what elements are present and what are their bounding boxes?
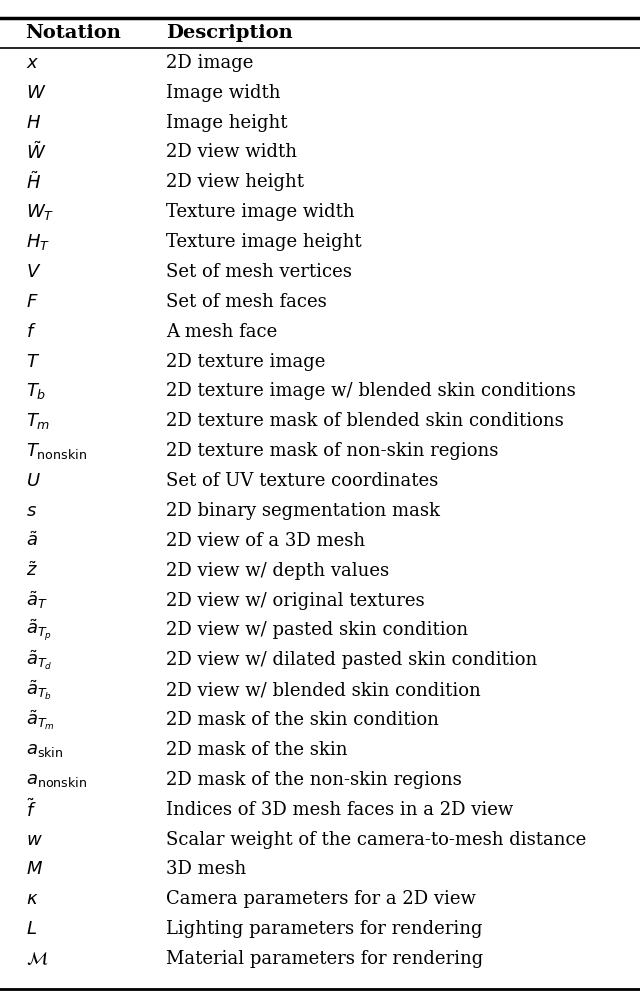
Text: Lighting parameters for rendering: Lighting parameters for rendering <box>166 920 483 938</box>
Text: $x$: $x$ <box>26 54 39 72</box>
Text: $\tilde{a}_T$: $\tilde{a}_T$ <box>26 589 47 611</box>
Text: $V$: $V$ <box>26 263 41 281</box>
Text: $\kappa$: $\kappa$ <box>26 890 38 908</box>
Text: $\tilde{f}$: $\tilde{f}$ <box>26 798 36 821</box>
Text: Scalar weight of the camera-to-mesh distance: Scalar weight of the camera-to-mesh dist… <box>166 830 587 848</box>
Text: Set of mesh vertices: Set of mesh vertices <box>166 263 352 281</box>
Text: $\mathcal{M}$: $\mathcal{M}$ <box>26 950 48 968</box>
Text: $T_m$: $T_m$ <box>26 412 50 432</box>
Text: $\tilde{a}_{T_p}$: $\tilde{a}_{T_p}$ <box>26 617 52 643</box>
Text: Image height: Image height <box>166 114 288 132</box>
Text: Material parameters for rendering: Material parameters for rendering <box>166 950 484 968</box>
Text: $T_b$: $T_b$ <box>26 382 46 402</box>
Text: $\tilde{a}_{T_b}$: $\tilde{a}_{T_b}$ <box>26 678 52 702</box>
Text: Notation: Notation <box>26 24 122 42</box>
Text: $L$: $L$ <box>26 920 36 938</box>
Text: 2D texture mask of non-skin regions: 2D texture mask of non-skin regions <box>166 443 499 461</box>
Text: 2D view w/ blended skin condition: 2D view w/ blended skin condition <box>166 681 481 699</box>
Text: 2D view height: 2D view height <box>166 173 305 192</box>
Text: $f$: $f$ <box>26 323 36 341</box>
Text: 2D mask of the non-skin regions: 2D mask of the non-skin regions <box>166 771 462 789</box>
Text: $\tilde{z}$: $\tilde{z}$ <box>26 561 37 580</box>
Text: A mesh face: A mesh face <box>166 323 278 341</box>
Text: $a_{\mathrm{nonskin}}$: $a_{\mathrm{nonskin}}$ <box>26 771 86 789</box>
Text: $\tilde{a}_{T_m}$: $\tilde{a}_{T_m}$ <box>26 708 54 732</box>
Text: Texture image height: Texture image height <box>166 233 362 251</box>
Text: Description: Description <box>166 24 293 42</box>
Text: 2D view w/ dilated pasted skin condition: 2D view w/ dilated pasted skin condition <box>166 651 538 669</box>
Text: $M$: $M$ <box>26 860 43 878</box>
Text: 2D view w/ pasted skin condition: 2D view w/ pasted skin condition <box>166 621 468 639</box>
Text: 2D texture image w/ blended skin conditions: 2D texture image w/ blended skin conditi… <box>166 383 576 401</box>
Text: 2D view width: 2D view width <box>166 144 298 162</box>
Text: 2D view w/ original textures: 2D view w/ original textures <box>166 591 425 609</box>
Text: Texture image width: Texture image width <box>166 203 355 221</box>
Text: $U$: $U$ <box>26 473 40 491</box>
Text: Set of UV texture coordinates: Set of UV texture coordinates <box>166 473 438 491</box>
Text: $w$: $w$ <box>26 830 42 848</box>
Text: 2D view of a 3D mesh: 2D view of a 3D mesh <box>166 531 365 549</box>
Text: $W$: $W$ <box>26 84 46 102</box>
Text: $T_{\mathrm{nonskin}}$: $T_{\mathrm{nonskin}}$ <box>26 442 86 462</box>
Text: 2D mask of the skin: 2D mask of the skin <box>166 741 348 759</box>
Text: 2D binary segmentation mask: 2D binary segmentation mask <box>166 501 440 519</box>
Text: 2D texture mask of blended skin conditions: 2D texture mask of blended skin conditio… <box>166 413 564 431</box>
Text: $H_T$: $H_T$ <box>26 232 50 252</box>
Text: $H$: $H$ <box>26 114 41 132</box>
Text: 2D view w/ depth values: 2D view w/ depth values <box>166 561 390 579</box>
Text: $\tilde{a}_{T_d}$: $\tilde{a}_{T_d}$ <box>26 648 52 672</box>
Text: $a_{\mathrm{skin}}$: $a_{\mathrm{skin}}$ <box>26 741 63 759</box>
Text: Indices of 3D mesh faces in a 2D view: Indices of 3D mesh faces in a 2D view <box>166 801 514 819</box>
Text: 2D image: 2D image <box>166 54 254 72</box>
Text: $F$: $F$ <box>26 293 38 311</box>
Text: 2D texture image: 2D texture image <box>166 353 326 371</box>
Text: Image width: Image width <box>166 84 281 102</box>
Text: Camera parameters for a 2D view: Camera parameters for a 2D view <box>166 890 476 908</box>
Text: $T$: $T$ <box>26 353 40 371</box>
Text: $W_T$: $W_T$ <box>26 202 54 222</box>
Text: $s$: $s$ <box>26 501 36 519</box>
Text: $\tilde{a}$: $\tilde{a}$ <box>26 531 38 550</box>
Text: $\tilde{W}$: $\tilde{W}$ <box>26 142 46 163</box>
Text: $\tilde{H}$: $\tilde{H}$ <box>26 172 41 193</box>
Text: Set of mesh faces: Set of mesh faces <box>166 293 327 311</box>
Text: 3D mesh: 3D mesh <box>166 860 246 878</box>
Text: 2D mask of the skin condition: 2D mask of the skin condition <box>166 711 439 729</box>
